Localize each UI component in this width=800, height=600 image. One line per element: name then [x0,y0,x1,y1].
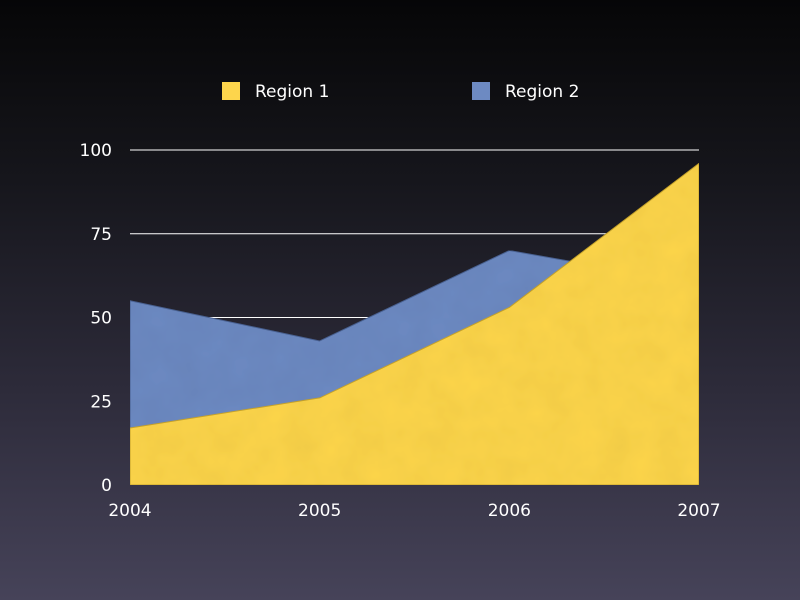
legend-swatch-region-2 [472,82,490,100]
legend-swatch-region-1 [222,82,240,100]
legend: Region 1 Region 2 [222,82,579,102]
y-axis-ticks: 0 25 50 75 100 [80,141,112,496]
series-areas [129,162,700,486]
legend-item-region-2: Region 2 [472,82,579,102]
x-tick-label-2004: 2004 [108,501,151,521]
x-tick-label-2005: 2005 [298,501,341,521]
y-tick-label-100: 100 [80,141,112,161]
y-tick-label-75: 75 [90,225,112,245]
y-tick-label-50: 50 [90,309,112,329]
x-tick-label-2007: 2007 [677,501,720,521]
legend-label-region-1: Region 1 [255,82,329,102]
area-region-1 [129,162,700,486]
legend-label-region-2: Region 2 [505,82,579,102]
y-tick-label-0: 0 [101,476,112,496]
y-tick-label-25: 25 [90,392,112,412]
legend-item-region-1: Region 1 [222,82,329,102]
x-tick-label-2006: 2006 [488,501,531,521]
x-axis-ticks: 2004 2005 2006 2007 [108,501,720,521]
